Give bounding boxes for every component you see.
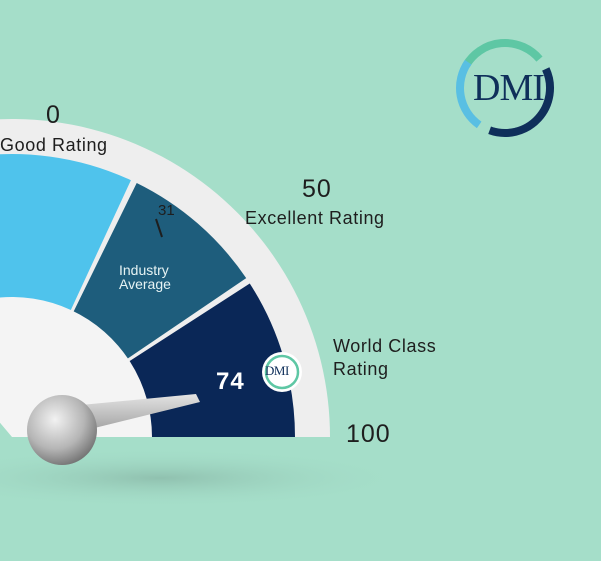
good-rating-label: Good Rating: [0, 135, 108, 155]
scale-mid-label: 50: [302, 175, 332, 203]
industry-average-value: 31: [158, 202, 175, 219]
scale-min-label: 0: [46, 101, 61, 129]
dmi-badge: [262, 352, 302, 392]
gauge-shadow: [0, 448, 410, 508]
gauge-segment-light: [0, 154, 131, 321]
gauge-segment-industry: [68, 182, 247, 366]
dmi-logo-ring: [456, 39, 554, 137]
gauge-value-label: 74: [216, 368, 245, 395]
excellent-rating-label: Excellent Rating: [245, 208, 385, 228]
dmi-logo: DMI: [473, 67, 545, 109]
gauge-knob: [27, 395, 97, 465]
industry-average-label-line1: Industry: [119, 262, 169, 278]
dmi-badge-text: DMI: [265, 363, 289, 378]
dmi-badge-ring: [264, 354, 300, 390]
world-class-label-line1: World Class: [333, 336, 437, 356]
scale-max-label: 100: [346, 420, 391, 448]
world-class-label-line2: Rating: [333, 359, 389, 379]
industry-average-label-line2: Average: [119, 276, 171, 292]
industry-average-tick: [155, 218, 163, 238]
